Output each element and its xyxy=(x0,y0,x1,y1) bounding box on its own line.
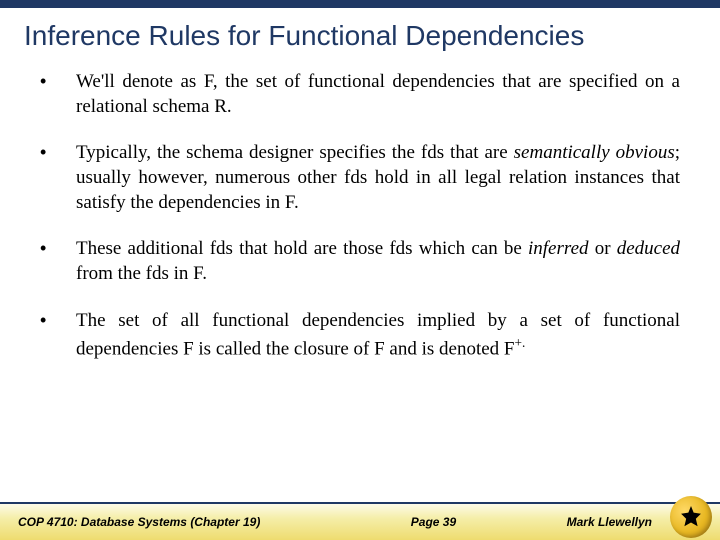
bullet-text: Typically, the schema designer specifies… xyxy=(76,141,680,215)
bullet-text: We'll denote as F, the set of functional… xyxy=(76,70,680,119)
bullet-item: • We'll denote as F, the set of function… xyxy=(40,70,680,119)
bullet-text: These additional fds that hold are those… xyxy=(76,237,680,286)
bullet-text: The set of all functional dependencies i… xyxy=(76,309,680,362)
footer-page: Page 39 xyxy=(260,515,566,529)
bullet-item: • Typically, the schema designer specifi… xyxy=(40,141,680,215)
bullet-marker: • xyxy=(40,237,76,286)
header-bar xyxy=(0,0,720,8)
bullet-item: • These additional fds that hold are tho… xyxy=(40,237,680,286)
slide-body: • We'll denote as F, the set of function… xyxy=(0,62,720,362)
bullet-marker: • xyxy=(40,141,76,215)
bullet-marker: • xyxy=(40,309,76,362)
slide-title: Inference Rules for Functional Dependenc… xyxy=(0,8,720,62)
bullet-item: • The set of all functional dependencies… xyxy=(40,309,680,362)
footer-bar: COP 4710: Database Systems (Chapter 19) … xyxy=(0,502,720,540)
ucf-logo-icon xyxy=(670,496,712,538)
bullet-marker: • xyxy=(40,70,76,119)
footer-course: COP 4710: Database Systems (Chapter 19) xyxy=(18,515,260,529)
